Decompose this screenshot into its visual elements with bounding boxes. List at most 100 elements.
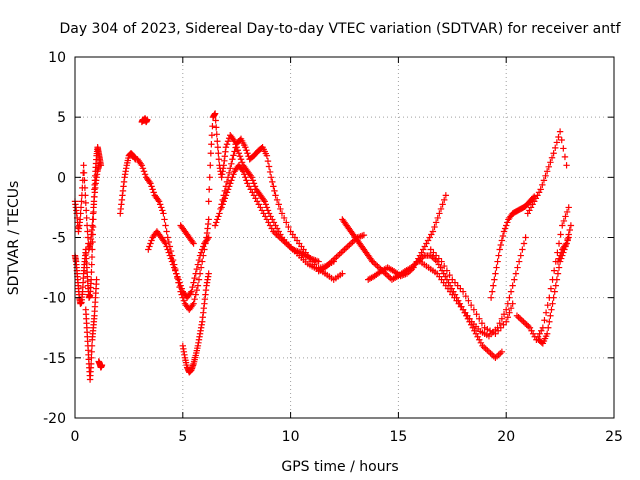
- data-point: [251, 183, 259, 190]
- data-point: [262, 213, 269, 220]
- data-point: [228, 177, 235, 184]
- data-point: [166, 252, 174, 259]
- data-point: [270, 228, 277, 235]
- data-point: [346, 241, 353, 249]
- y-tick-label: -20: [43, 411, 66, 427]
- data-point: [199, 258, 206, 265]
- data-point: [222, 192, 230, 199]
- data-point: [565, 204, 572, 211]
- data-point: [506, 309, 513, 316]
- data-point: [260, 196, 267, 204]
- data-point: [78, 198, 85, 205]
- data-point: [221, 195, 229, 202]
- series-track-v: [524, 128, 570, 217]
- data-point: [494, 258, 501, 265]
- data-point: [243, 177, 250, 184]
- data-point: [497, 241, 505, 249]
- data-point: [560, 217, 568, 225]
- data-point: [194, 261, 202, 268]
- data-point: [232, 144, 239, 151]
- data-point: [148, 237, 155, 244]
- data-point: [479, 342, 486, 349]
- data-point: [336, 250, 343, 258]
- data-point: [204, 235, 211, 243]
- data-point: [513, 312, 521, 319]
- data-point: [507, 304, 515, 312]
- data-point: [193, 265, 201, 273]
- data-point: [162, 222, 169, 229]
- data-point: [469, 324, 476, 331]
- data-point: [231, 148, 238, 155]
- data-point: [209, 122, 216, 130]
- data-point: [138, 162, 146, 169]
- data-point: [499, 232, 507, 240]
- grid-lines: [75, 57, 614, 418]
- data-point: [275, 201, 282, 208]
- data-point: [558, 136, 565, 144]
- data-point: [476, 336, 483, 343]
- data-point: [564, 235, 571, 243]
- data-point: [187, 289, 194, 297]
- data-point: [470, 306, 478, 313]
- data-point: [555, 255, 563, 262]
- data-point: [213, 124, 220, 131]
- data-point: [556, 128, 564, 135]
- data-point: [155, 198, 163, 205]
- series-track-x: [554, 222, 575, 265]
- data-point: [506, 294, 513, 301]
- data-point: [492, 354, 499, 362]
- series-track-o: [339, 216, 376, 265]
- data-point: [542, 172, 549, 180]
- data-point: [554, 270, 562, 277]
- data-point: [504, 314, 512, 321]
- data-point: [223, 141, 231, 148]
- data-point: [567, 222, 575, 229]
- data-point: [565, 231, 572, 238]
- data-point: [242, 174, 249, 181]
- data-point: [249, 189, 256, 196]
- data-point: [446, 271, 453, 279]
- series-track-g: [134, 156, 212, 313]
- data-point: [253, 198, 261, 205]
- data-point: [189, 301, 196, 309]
- data-point: [83, 207, 90, 214]
- x-tick-label: 20: [497, 429, 515, 445]
- data-point: [272, 192, 279, 199]
- data-point: [258, 207, 266, 214]
- data-point: [488, 351, 496, 359]
- data-point: [161, 238, 168, 246]
- data-point: [423, 240, 430, 247]
- x-tick-label: 5: [178, 429, 187, 445]
- data-point: [539, 324, 547, 331]
- data-point: [217, 205, 224, 213]
- data-point: [547, 159, 554, 166]
- data-point: [264, 157, 272, 165]
- data-point: [76, 216, 84, 223]
- data-point: [239, 168, 247, 175]
- data-point: [491, 276, 498, 283]
- data-point: [147, 240, 154, 247]
- data-point: [88, 342, 96, 349]
- data-point: [191, 295, 198, 303]
- data-point: [218, 204, 225, 211]
- y-tick-label: 5: [57, 110, 66, 126]
- data-point: [550, 294, 557, 301]
- data-point: [213, 131, 220, 138]
- data-point: [235, 150, 243, 157]
- series-track-t: [487, 193, 538, 301]
- data-point: [555, 264, 563, 271]
- data-point: [169, 261, 177, 268]
- data-point: [339, 270, 346, 277]
- data-point: [563, 240, 570, 247]
- data-point: [374, 262, 381, 270]
- data-point: [172, 267, 179, 274]
- data-point: [557, 231, 564, 238]
- data-point: [511, 276, 518, 283]
- data-point: [252, 195, 259, 202]
- data-point: [426, 234, 433, 241]
- data-point: [529, 330, 537, 337]
- data-point: [372, 261, 379, 268]
- data-point: [441, 196, 448, 204]
- data-point: [431, 223, 438, 231]
- series-track-c: [82, 276, 100, 383]
